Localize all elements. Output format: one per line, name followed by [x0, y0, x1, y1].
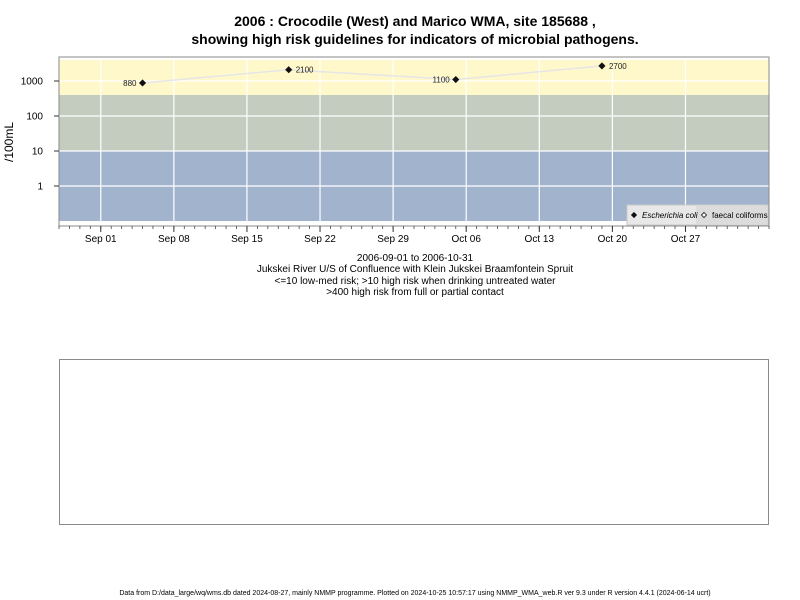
x-tick-label-5: Oct 06 — [451, 234, 481, 245]
data-point-marker — [285, 66, 293, 74]
date-range-label: 2006-09-01 to 2006-10-31 — [356, 253, 474, 264]
guideline-drinking: <=10 low-med risk; >10 high risk when dr… — [274, 276, 556, 287]
site-description: Jukskei River U/S of Confluence with Kle… — [256, 264, 574, 275]
data-point-label: 1100 — [433, 76, 451, 85]
x-tick-label-3: Sep 22 — [304, 234, 336, 245]
chart-title-line-2: showing high risk guidelines for indicat… — [191, 31, 639, 47]
y-tick-label-0: 1 — [37, 182, 43, 193]
data-point-marker — [138, 79, 147, 87]
data-point-marker — [598, 62, 606, 70]
legend-label-0: Escherichia coli — [642, 211, 698, 220]
data-point-label: 2100 — [296, 66, 314, 75]
empty-plot-panel — [59, 359, 769, 525]
legend-marker-1 — [700, 211, 708, 219]
chart-area: Sep 01 Sep 08 Sep 15 Sep 22 Sep 29 Oct 06 Oct … — [2, 56, 770, 245]
y-tick-label-3: 1000 — [21, 77, 44, 88]
chart-title-line-1: 2006 : Crocodile (West) and Marico WMA, … — [234, 13, 596, 29]
data-point-marker — [452, 75, 460, 84]
y-axis-label: /100mL — [2, 122, 16, 162]
x-tick-label-1: Sep 08 — [158, 234, 190, 245]
x-tick-label-0: Sep 01 — [85, 234, 117, 245]
x-tick-label-8: Oct 27 — [671, 234, 701, 245]
x-tick-label-4: Sep 29 — [377, 234, 409, 245]
legend-label-1: faecal coliforms — [712, 211, 768, 220]
x-tick-label-2: Sep 15 — [231, 234, 263, 245]
series-line-0 — [142, 65, 603, 84]
x-tick-label-7: Oct 20 — [598, 234, 628, 245]
y-tick-label-1: 10 — [32, 147, 44, 158]
legend-marker-0 — [630, 211, 638, 219]
legend-entry-bg — [696, 206, 767, 224]
data-point-label: 2700 — [609, 62, 627, 71]
data-source-footer: Data from D:/data_large/wq/wms.db dated … — [119, 590, 711, 597]
risk-band-1 — [59, 94, 769, 151]
guideline-contact: >400 high risk from full or partial cont… — [326, 287, 504, 298]
y-tick-label-2: 100 — [26, 112, 43, 123]
x-tick-label-6: Oct 13 — [525, 234, 555, 245]
data-point-label: 880 — [123, 79, 137, 88]
